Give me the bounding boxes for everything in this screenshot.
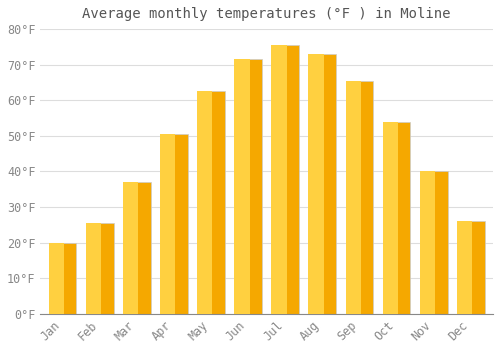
Bar	[86, 223, 101, 314]
Title: Average monthly temperatures (°F ) in Moline: Average monthly temperatures (°F ) in Mo…	[82, 7, 451, 21]
Bar	[346, 81, 361, 314]
Bar	[48, 243, 76, 314]
Bar	[382, 122, 398, 314]
Bar	[48, 243, 64, 314]
Bar	[272, 45, 299, 314]
Bar	[346, 81, 374, 314]
Bar	[420, 172, 435, 314]
Bar	[308, 54, 336, 314]
Bar	[86, 223, 114, 314]
Bar	[457, 221, 472, 314]
Bar	[160, 134, 176, 314]
Bar	[457, 221, 484, 314]
Bar	[382, 122, 410, 314]
Bar	[234, 59, 250, 314]
Bar	[272, 45, 286, 314]
Bar	[123, 182, 150, 314]
Bar	[234, 59, 262, 314]
Bar	[123, 182, 138, 314]
Bar	[420, 172, 448, 314]
Bar	[197, 91, 225, 314]
Bar	[308, 54, 324, 314]
Bar	[160, 134, 188, 314]
Bar	[197, 91, 212, 314]
